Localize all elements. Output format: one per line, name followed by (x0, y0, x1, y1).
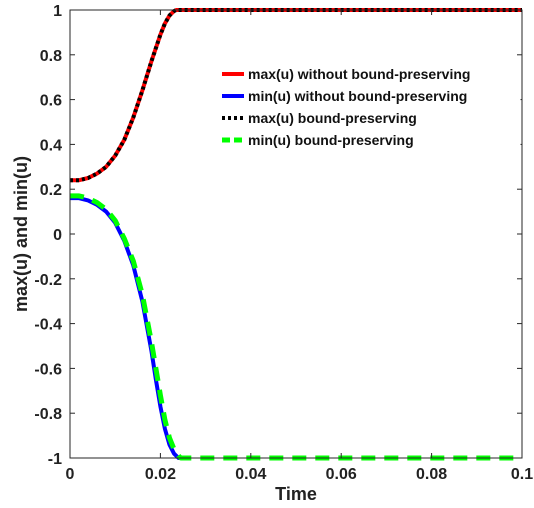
y-tick-label: 0 (53, 227, 62, 244)
x-tick-label: 0.06 (326, 466, 357, 483)
y-tick-label: 0.6 (40, 93, 62, 110)
y-tick-label: 0.8 (40, 48, 62, 65)
y-tick-label: 0.2 (40, 182, 62, 199)
legend: max(u) without bound-preserving min(u) wi… (215, 61, 521, 149)
legend-label-3: max(u) bound-preserving (248, 110, 417, 126)
x-tick-label: 0 (66, 466, 75, 483)
legend-items: max(u) without bound-preserving min(u) wi… (222, 66, 470, 148)
legend-label-1: max(u) without bound-preserving (248, 66, 470, 82)
x-tick-label: 0.02 (145, 466, 176, 483)
legend-label-2: min(u) without bound-preserving (248, 88, 467, 104)
y-tick-label: -0.8 (34, 406, 62, 423)
y-tick-label: -0.2 (34, 272, 62, 289)
x-axis-ticks: 0 0.02 0.04 0.06 0.08 0.1 (66, 10, 533, 483)
x-axis-title: Time (275, 484, 317, 504)
legend-label-4: min(u) bound-preserving (248, 132, 414, 148)
legend-box (215, 61, 521, 149)
x-tick-label: 0.08 (416, 466, 447, 483)
y-tick-label: -0.4 (34, 317, 62, 334)
y-tick-label: 0.4 (40, 137, 62, 154)
y-tick-label: -0.6 (34, 361, 62, 378)
y-axis-ticks: -1 -0.8 -0.6 -0.4 -0.2 0 0.2 0.4 0.6 0.8 1 (34, 3, 522, 468)
x-tick-label: 0.1 (511, 466, 533, 483)
y-axis-title: max(u) and min(u) (11, 156, 31, 312)
y-tick-label: -1 (48, 451, 62, 468)
x-tick-label: 0.04 (235, 466, 266, 483)
y-tick-label: 1 (53, 3, 62, 20)
